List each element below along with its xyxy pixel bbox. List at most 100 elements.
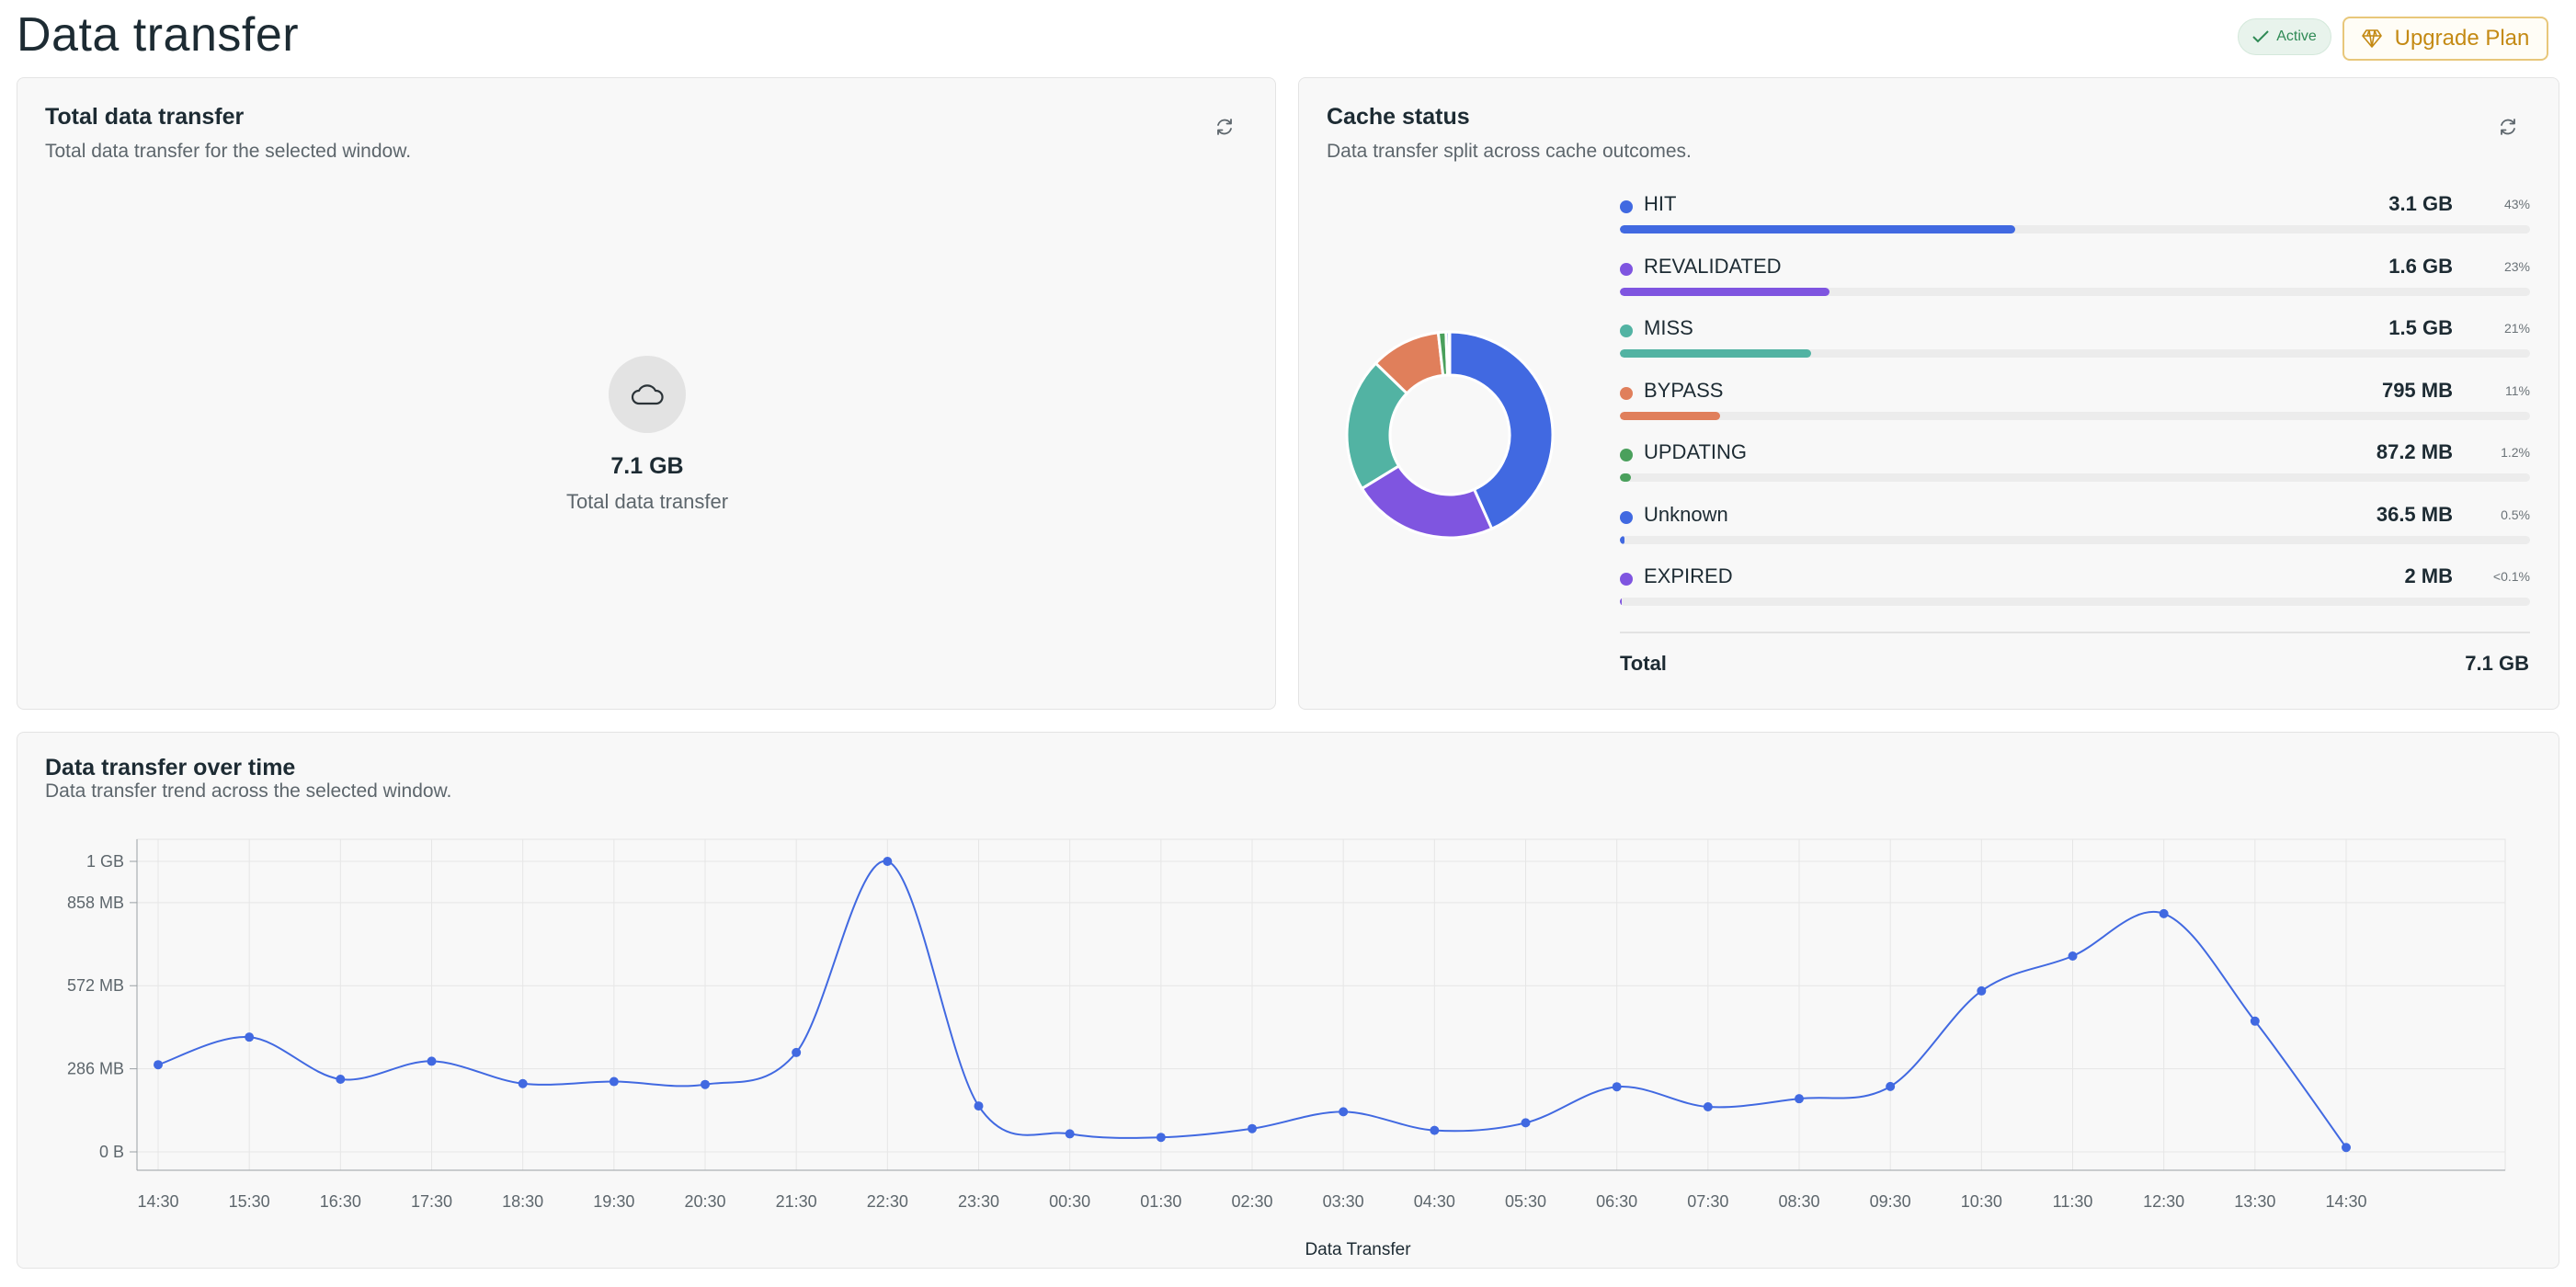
refresh-icon[interactable] xyxy=(1213,115,1237,139)
x-tick-label: 05:30 xyxy=(1505,1192,1546,1211)
cache-status-bar xyxy=(1620,225,2530,233)
x-tick-label: 06:30 xyxy=(1596,1192,1637,1211)
donut-slice xyxy=(1447,330,1452,377)
data-point[interactable] xyxy=(883,857,893,866)
upgrade-plan-label: Upgrade Plan xyxy=(2394,26,2530,51)
data-point[interactable] xyxy=(2068,951,2078,962)
cache-status-percent: 1.2% xyxy=(2501,445,2530,460)
x-tick-label: 21:30 xyxy=(776,1192,817,1211)
data-point[interactable] xyxy=(518,1078,528,1088)
data-point[interactable] xyxy=(336,1075,346,1084)
data-point[interactable] xyxy=(701,1079,710,1089)
cloud-icon-badge xyxy=(609,356,686,433)
data-point[interactable] xyxy=(974,1101,984,1111)
data-point[interactable] xyxy=(427,1056,437,1066)
upgrade-plan-button[interactable]: Upgrade Plan xyxy=(2342,17,2548,61)
series-line xyxy=(157,860,2347,1148)
card-subtitle: Data transfer split across cache outcome… xyxy=(1327,141,1692,162)
cache-status-value: 36.5 MB xyxy=(2376,502,2453,526)
card-title: Total data transfer xyxy=(45,104,245,130)
cache-status-row: Unknown 36.5 MB 0.5% xyxy=(1620,502,2530,544)
diamond-icon xyxy=(2361,29,2382,48)
data-point[interactable] xyxy=(245,1032,255,1042)
y-tick-label: 286 MB xyxy=(67,1060,124,1078)
cache-status-bar-fill xyxy=(1620,225,2015,233)
donut-slice xyxy=(1360,463,1494,540)
x-tick-label: 17:30 xyxy=(411,1192,452,1211)
x-tick-label: 14:30 xyxy=(137,1192,178,1211)
cache-status-value: 87.2 MB xyxy=(2376,440,2453,463)
data-point[interactable] xyxy=(2342,1143,2351,1153)
data-point[interactable] xyxy=(1886,1081,1896,1091)
x-tick-label: 11:30 xyxy=(2053,1192,2093,1211)
card-title: Data transfer over time xyxy=(45,755,296,780)
legend-dot xyxy=(1620,510,1633,524)
status-badge-label: Active xyxy=(2276,28,2317,44)
data-point[interactable] xyxy=(1065,1129,1075,1139)
data-point[interactable] xyxy=(1339,1107,1349,1117)
cache-status-row: REVALIDATED 1.6 GB 23% xyxy=(1620,254,2530,296)
y-tick-label: 858 MB xyxy=(67,894,124,912)
legend-dot xyxy=(1620,200,1633,213)
status-badge: Active xyxy=(2238,18,2331,55)
cache-status-row: EXPIRED 2 MB <0.1% xyxy=(1620,564,2530,606)
cache-status-value: 1.5 GB xyxy=(2388,316,2453,339)
total-transfer-label: Total data transfer xyxy=(565,490,729,513)
data-point[interactable] xyxy=(154,1060,163,1070)
cache-status-bar-fill xyxy=(1620,411,1720,420)
data-point[interactable] xyxy=(1977,985,1987,996)
cache-status-bar xyxy=(1620,535,2530,544)
cache-status-percent: 11% xyxy=(2505,382,2530,398)
cache-status-card: Cache status Data transfer split across … xyxy=(1298,77,2559,710)
cache-status-name: REVALIDATED xyxy=(1644,254,1782,278)
refresh-icon[interactable] xyxy=(2496,115,2520,139)
cache-status-percent: 21% xyxy=(2503,321,2530,336)
cache-status-bar xyxy=(1620,473,2530,482)
card-title: Cache status xyxy=(1327,104,1470,130)
total-data-transfer-card: Total data transfer Total data transfer … xyxy=(17,77,1276,710)
x-tick-label: 16:30 xyxy=(320,1192,361,1211)
data-point[interactable] xyxy=(1612,1082,1622,1092)
data-point[interactable] xyxy=(609,1076,619,1087)
y-tick-label: 1 GB xyxy=(86,852,124,871)
data-point[interactable] xyxy=(1703,1102,1713,1112)
legend-dot xyxy=(1620,325,1633,337)
data-transfer-over-time-card: Data transfer over time Data transfer tr… xyxy=(17,732,2559,1269)
cache-status-name: Unknown xyxy=(1644,502,1728,526)
x-tick-label: 01:30 xyxy=(1140,1192,1181,1211)
x-tick-label: 00:30 xyxy=(1049,1192,1090,1211)
card-subtitle: Total data transfer for the selected win… xyxy=(45,141,412,162)
page-title: Data transfer xyxy=(17,8,300,62)
data-point[interactable] xyxy=(1521,1118,1531,1128)
cache-status-bar xyxy=(1620,287,2530,296)
cache-status-name: EXPIRED xyxy=(1644,564,1733,587)
data-point[interactable] xyxy=(1156,1133,1166,1143)
x-tick-label: 14:30 xyxy=(2325,1192,2366,1211)
x-tick-label: 10:30 xyxy=(1961,1192,2002,1211)
x-tick-label: 12:30 xyxy=(2143,1192,2184,1211)
data-point[interactable] xyxy=(1248,1123,1257,1133)
divider xyxy=(1620,632,2530,633)
legend-dot xyxy=(1620,262,1633,276)
y-tick-label: 0 B xyxy=(99,1143,124,1161)
cache-status-row: BYPASS 795 MB 11% xyxy=(1620,379,2530,420)
x-tick-label: 19:30 xyxy=(593,1192,634,1211)
data-point[interactable] xyxy=(2159,908,2169,918)
cache-status-bar-fill xyxy=(1620,349,1811,358)
cache-status-value: 3.1 GB xyxy=(2388,192,2453,215)
line-chart: 14:30 15:30 16:30 17:30 18:30 19:30 20:30 21:30… xyxy=(67,838,2506,1259)
x-tick-label: 08:30 xyxy=(1778,1192,1819,1211)
cache-status-bar-fill xyxy=(1620,287,1829,296)
cache-status-bar-fill xyxy=(1620,473,1631,482)
data-point[interactable] xyxy=(2250,1016,2260,1026)
cache-status-percent: <0.1% xyxy=(2492,569,2530,584)
data-point[interactable] xyxy=(1430,1125,1440,1135)
data-point[interactable] xyxy=(792,1047,802,1057)
x-tick-label: 07:30 xyxy=(1687,1192,1728,1211)
data-point[interactable] xyxy=(1795,1094,1804,1104)
plot-area xyxy=(136,838,2506,1171)
cache-status-name: HIT xyxy=(1644,192,1677,215)
x-tick-label: 04:30 xyxy=(1414,1192,1455,1211)
total-transfer-value: 7.1 GB xyxy=(610,453,684,479)
x-tick-label: 20:30 xyxy=(684,1192,725,1211)
